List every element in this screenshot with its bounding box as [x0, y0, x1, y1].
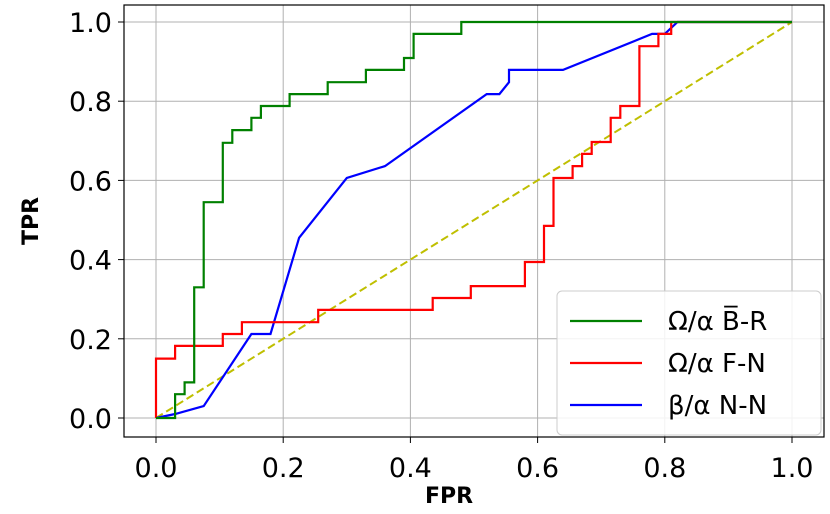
- x-tick-label: 0.6: [516, 453, 559, 484]
- roc-curve-1: [154, 20, 792, 418]
- legend-label: β/α N-N: [668, 391, 767, 421]
- y-tick-label: 0.0: [69, 404, 112, 435]
- y-tick-label: 1.0: [69, 8, 112, 39]
- chance-diagonal-line: [155, 21, 793, 419]
- legend-label: Ω/α F-N: [668, 349, 766, 379]
- y-tick-label: 0.2: [69, 325, 112, 356]
- roc-curve-0: [156, 20, 792, 420]
- x-tick-label: 0.2: [262, 453, 305, 484]
- legend-label: Ω/α B̅-R: [668, 305, 767, 337]
- x-tick-label: 1.0: [771, 453, 814, 484]
- y-tick-label: 0.6: [69, 166, 112, 197]
- series-layer: [154, 20, 793, 420]
- y-axis-ticks: 0.0 0.2 0.4 0.6 0.8 1.0: [69, 8, 124, 435]
- x-tick-label: 0.0: [135, 453, 178, 484]
- legend: Ω/α B̅-R Ω/α F-N β/α N-N: [556, 290, 822, 436]
- plot-frame: [123, 4, 825, 438]
- x-tick-label: 0.4: [389, 453, 432, 484]
- x-axis-ticks: 0.0 0.2 0.4 0.6 0.8 1.0: [135, 437, 814, 484]
- x-tick-label: 0.8: [643, 453, 686, 484]
- roc-curve-2: [155, 20, 792, 420]
- legend-box: [556, 290, 822, 436]
- x-axis-label: FPR: [425, 484, 473, 509]
- y-tick-label: 0.4: [69, 246, 112, 277]
- y-axis-label: TPR: [19, 197, 44, 245]
- grid: [124, 5, 824, 437]
- y-tick-label: 0.8: [69, 87, 112, 118]
